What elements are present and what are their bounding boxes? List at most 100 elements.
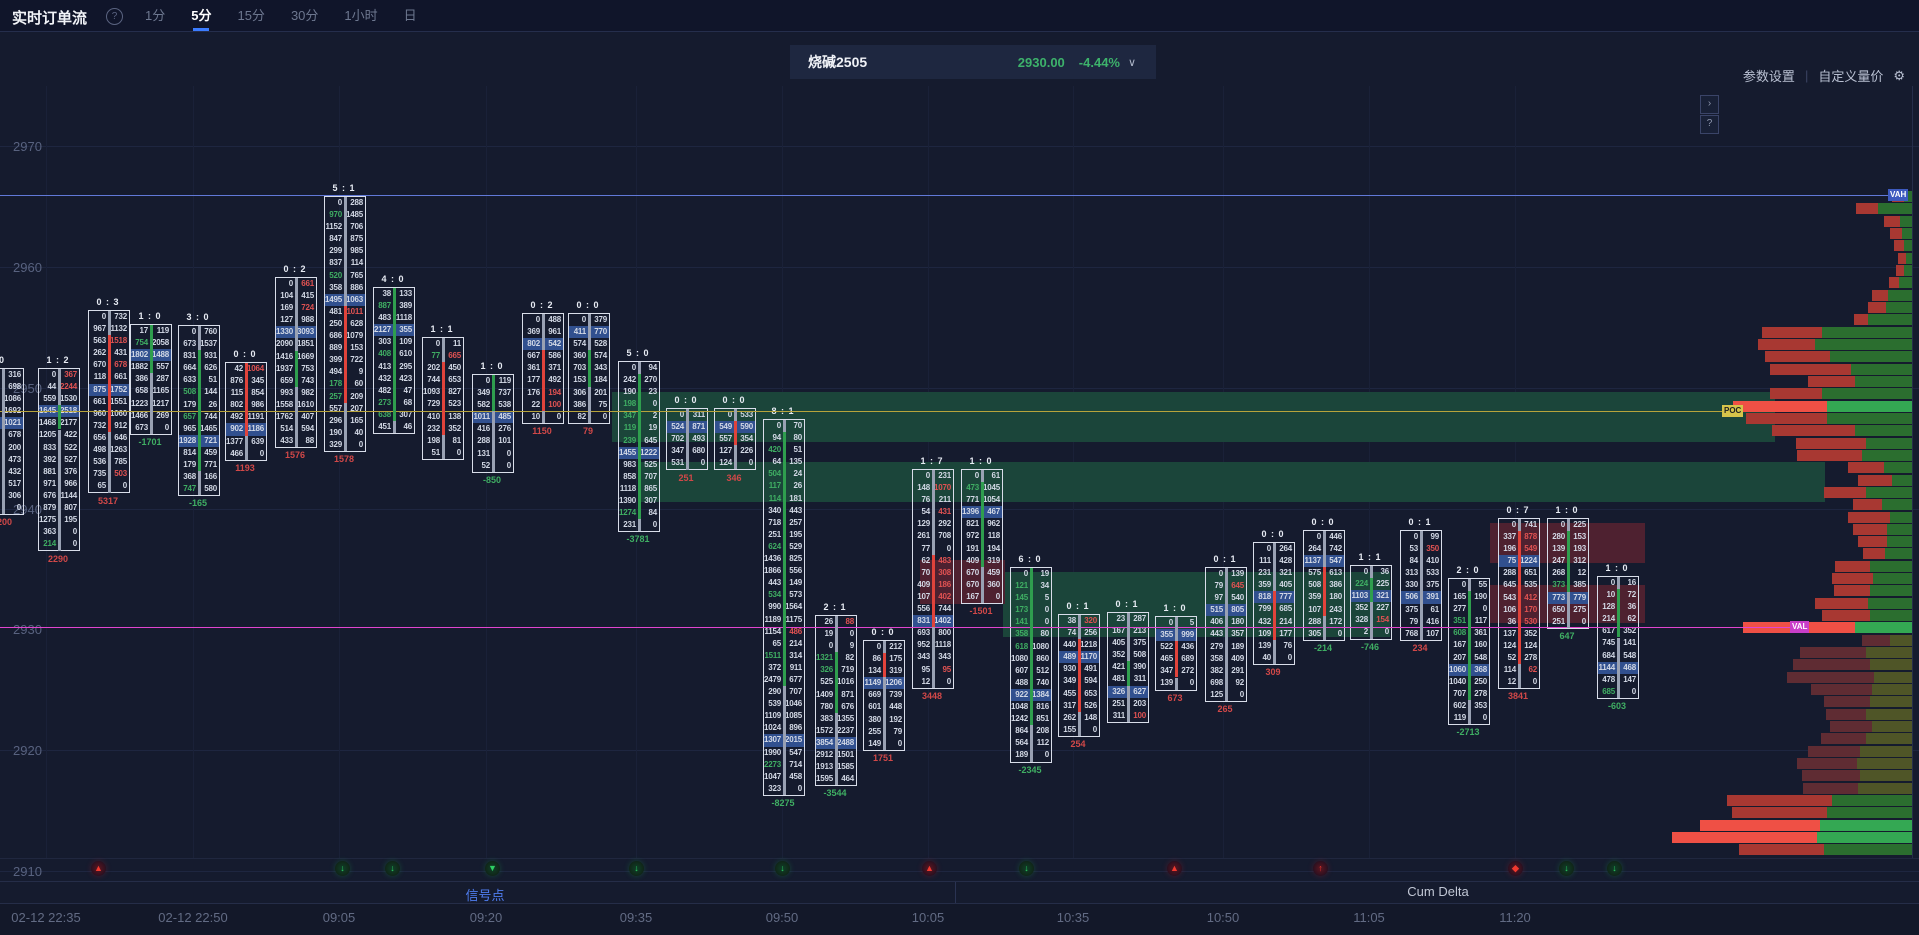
footprint-cell: 214 0	[43, 539, 77, 549]
imbalance-header: 0 : 0	[722, 395, 746, 405]
candle-body-line	[107, 311, 111, 336]
footprint-cell: 539 1046	[768, 699, 802, 709]
price-axis-label: 2950	[13, 381, 42, 396]
footprint-cell: 107 402	[917, 591, 951, 601]
help-icon[interactable]: ?	[106, 8, 123, 25]
candle-body-line	[1616, 637, 1620, 698]
column-delta-label: 79	[582, 425, 593, 436]
custom-volume-price-button[interactable]: 自定义量价	[1818, 69, 1884, 84]
volume-profile-row	[1800, 647, 1912, 658]
footprint-cell: 617 352	[1602, 626, 1636, 636]
value-band-green	[612, 392, 1775, 442]
footprint-box: 0 741 337 878 196 549 75 1224 288 651 645 535 543 412…	[1498, 518, 1540, 690]
signal-marker-sell[interactable]: ▲	[1167, 861, 1182, 876]
footprint-cell: 95 95	[921, 664, 952, 674]
volume-profile-row	[1848, 462, 1912, 473]
profile-sell-bar	[1815, 598, 1868, 609]
signal-marker-buy[interactable]: ↓	[1607, 861, 1622, 876]
footprint-cell: 432 423	[378, 373, 412, 383]
footprint-cell: 313 533	[1405, 568, 1439, 578]
signal-marker-sell[interactable]: ↑	[1313, 861, 1328, 876]
candle-body-line	[441, 362, 445, 435]
footprint-cell: 303 109	[378, 337, 412, 347]
divider: |	[1804, 68, 1809, 83]
volume-profile-row	[1858, 475, 1912, 486]
footprint-cell: 481 311	[1112, 674, 1146, 684]
profile-buy-bar	[1817, 832, 1912, 843]
candle-body-line	[1174, 641, 1178, 678]
instrument-bar[interactable]: 烧碱2505 2930.00 -4.44% ∨	[790, 45, 1156, 79]
signal-marker-sell[interactable]: ◆	[1508, 861, 1523, 876]
profile-buy-bar	[1874, 672, 1912, 683]
tab-5分[interactable]: 5分	[191, 0, 211, 31]
footprint-cell: 347 680	[671, 446, 705, 456]
candle-body-line	[980, 470, 984, 483]
signal-marker-buy[interactable]: ↓	[335, 861, 350, 876]
collapse-panel-button[interactable]: ›	[1700, 95, 1719, 114]
imbalance-header: 0 : 1	[1066, 601, 1090, 611]
gear-icon[interactable]: ⚙	[1893, 67, 1905, 83]
panel-help-button[interactable]: ?	[1700, 115, 1719, 134]
candle-body-line	[733, 409, 737, 422]
profile-buy-bar	[1902, 228, 1912, 239]
price-gridline	[0, 509, 1919, 510]
signal-marker-buy[interactable]: ↓	[775, 861, 790, 876]
volume-profile-row	[1770, 364, 1912, 375]
tab-1分[interactable]: 1分	[145, 8, 166, 23]
footprint-cell: 352 227	[1355, 603, 1389, 613]
profile-buy-bar	[1815, 339, 1912, 350]
tab-30分[interactable]: 30分	[290, 8, 319, 23]
footprint-cell: 106 170	[1503, 604, 1537, 614]
profile-buy-bar	[1868, 314, 1912, 325]
footprint-cell: 1558 1610	[276, 399, 314, 409]
tab-1小时[interactable]: 1小时	[344, 8, 378, 23]
profile-sell-bar	[1824, 696, 1870, 707]
imbalance-header: 0 : 0	[871, 627, 895, 637]
footprint-cell: 392 527	[43, 454, 77, 464]
tab-日[interactable]: 日	[403, 8, 417, 23]
footprint-cell: 409 186	[917, 579, 951, 589]
footprint-cell: 36 530	[1507, 616, 1538, 626]
volume-profile-row	[1889, 277, 1912, 288]
price-axis-label: 2940	[13, 502, 42, 517]
footprint-cell: 483 1118	[378, 313, 412, 323]
signal-marker-buy[interactable]: ↓	[1559, 861, 1574, 876]
footprint-cell: 0 94	[631, 363, 657, 372]
signal-marker-buy[interactable]: ▼	[485, 861, 500, 876]
settings-button[interactable]: 参数设置	[1742, 69, 1795, 84]
footprint-cell: 202 450	[427, 363, 461, 373]
footprint-cell: 0 661	[288, 279, 314, 288]
footprint-cell: 349 737	[477, 388, 511, 398]
imbalance-header: 0 : 7	[1506, 505, 1530, 515]
footprint-cell: 983 525	[623, 459, 657, 469]
footprint-box: 0 661 104 415 169 724 127 988 1330 3093 2090 1851 14…	[275, 277, 317, 449]
candle-body-line	[980, 482, 984, 567]
footprint-cell: 177 492	[527, 375, 561, 385]
footprint-cell: 406 180	[1210, 617, 1244, 627]
signal-marker-buy[interactable]: ↓	[629, 861, 644, 876]
signal-marker-sell[interactable]: ▲	[922, 861, 937, 876]
footprint-cell: 340 443	[768, 505, 802, 515]
column-delta-label: 1150	[532, 425, 552, 436]
footprint-cell: 0 225	[1560, 520, 1586, 529]
profile-buy-bar	[1820, 820, 1912, 831]
signal-marker-buy[interactable]: ↓	[1019, 861, 1034, 876]
candle-body-line	[107, 432, 111, 493]
footprint-cell: 167 213	[1112, 626, 1146, 636]
candle-body-line	[1174, 617, 1178, 642]
footprint-cell: 432 214	[1258, 616, 1292, 626]
footprint-chart[interactable]: 2970 2960 2950 2940 2930 2920 2910 0 316 698 1086 1…	[0, 86, 1919, 879]
imbalance-header: 1 : 1	[1358, 552, 1382, 562]
imbalance-header: 1 : 0	[969, 456, 993, 466]
profile-sell-bar	[1739, 844, 1824, 855]
volume-profile-row	[1894, 240, 1912, 251]
signal-marker-sell[interactable]: ▲	[91, 861, 106, 876]
footprint-cell: 399 722	[329, 355, 363, 365]
tab-15分[interactable]: 15分	[237, 8, 265, 23]
footprint-cell: 358 886	[329, 282, 363, 292]
footprint-cell: 1468 2177	[39, 418, 77, 428]
profile-buy-bar	[1890, 512, 1912, 523]
chevron-down-icon[interactable]: ∨	[1128, 56, 1137, 69]
signal-marker-buy[interactable]: ↓	[385, 861, 400, 876]
candle-body-line	[685, 409, 689, 470]
